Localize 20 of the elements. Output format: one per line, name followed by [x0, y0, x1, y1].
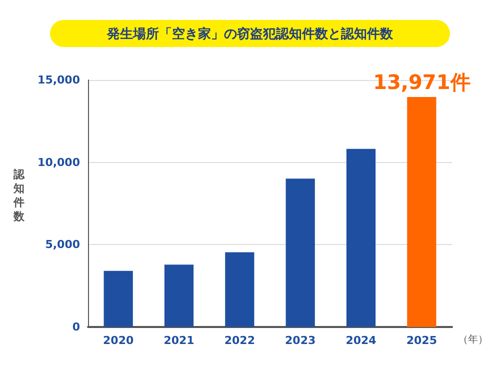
- y-tick-label: 0: [72, 320, 80, 334]
- bar: [286, 178, 315, 327]
- x-tick-label: 2021: [164, 334, 194, 347]
- x-tick-label: 2020: [103, 334, 134, 347]
- data-label: 13,971件: [373, 70, 470, 94]
- y-tick-label: 5,000: [45, 238, 80, 252]
- bar: [164, 264, 194, 327]
- y-tick-label: 15,000: [38, 74, 80, 86]
- x-tick-label: 2023: [285, 334, 316, 347]
- y-tick-label: 10,000: [38, 156, 80, 169]
- x-tick-label: 2024: [346, 334, 377, 347]
- y-axis-title: 認知件数: [12, 168, 26, 224]
- bar: [225, 252, 254, 327]
- chart-title: 発生場所「空き家」の窃盗犯認知件数と認知件数: [50, 20, 450, 47]
- x-tick-label: 2022: [224, 334, 255, 347]
- x-axis-title: （年）: [458, 334, 488, 346]
- bar: [407, 96, 436, 327]
- x-tick-label: 2025: [406, 334, 437, 347]
- bar: [346, 148, 376, 327]
- bar: [104, 270, 133, 327]
